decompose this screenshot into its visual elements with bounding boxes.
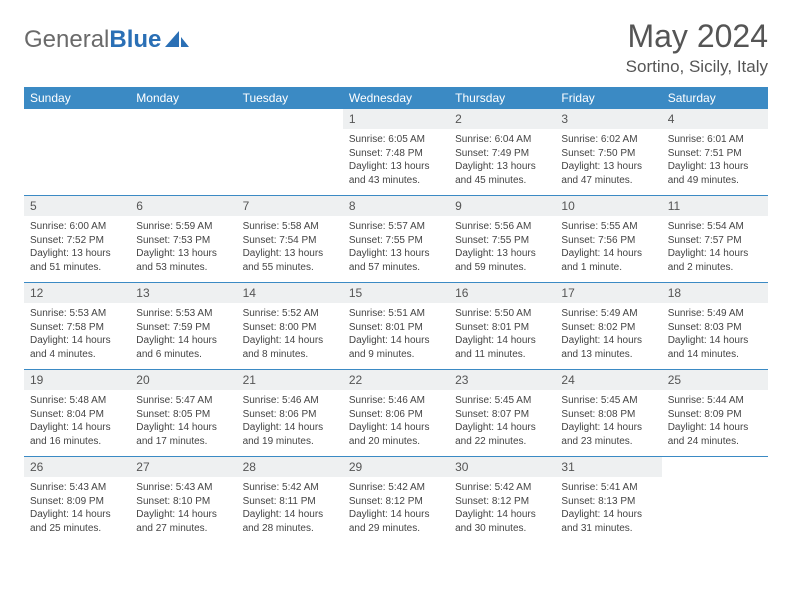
day-number-cell: 14 bbox=[237, 283, 343, 303]
calendar-table: SundayMondayTuesdayWednesdayThursdayFrid… bbox=[24, 87, 768, 543]
day-content-cell: Sunrise: 5:52 AMSunset: 8:00 PMDaylight:… bbox=[237, 303, 343, 370]
day-number-cell: 7 bbox=[237, 196, 343, 216]
day-content-cell: Sunrise: 5:49 AMSunset: 8:03 PMDaylight:… bbox=[662, 303, 768, 370]
brand-part1: General bbox=[24, 26, 109, 53]
day-header-cell: Wednesday bbox=[343, 87, 449, 109]
day-number-cell: 5 bbox=[24, 196, 130, 216]
day-number-cell: 24 bbox=[555, 370, 661, 390]
day-number-cell bbox=[24, 109, 130, 129]
day-content-cell: Sunrise: 5:46 AMSunset: 8:06 PMDaylight:… bbox=[343, 390, 449, 457]
day-number-cell: 8 bbox=[343, 196, 449, 216]
day-content-cell: Sunrise: 5:54 AMSunset: 7:57 PMDaylight:… bbox=[662, 216, 768, 283]
day-number-cell: 3 bbox=[555, 109, 661, 129]
day-header-cell: Sunday bbox=[24, 87, 130, 109]
day-number-row: 262728293031 bbox=[24, 457, 768, 477]
day-number-cell: 17 bbox=[555, 283, 661, 303]
day-content-cell: Sunrise: 5:44 AMSunset: 8:09 PMDaylight:… bbox=[662, 390, 768, 457]
day-content-cell bbox=[237, 129, 343, 196]
day-header-cell: Monday bbox=[130, 87, 236, 109]
day-number-cell: 6 bbox=[130, 196, 236, 216]
day-content-cell: Sunrise: 5:43 AMSunset: 8:09 PMDaylight:… bbox=[24, 477, 130, 543]
day-number-cell: 1 bbox=[343, 109, 449, 129]
day-number-cell: 18 bbox=[662, 283, 768, 303]
day-content-row: Sunrise: 6:00 AMSunset: 7:52 PMDaylight:… bbox=[24, 216, 768, 283]
day-content-cell: Sunrise: 5:56 AMSunset: 7:55 PMDaylight:… bbox=[449, 216, 555, 283]
day-header-cell: Friday bbox=[555, 87, 661, 109]
day-content-cell: Sunrise: 5:47 AMSunset: 8:05 PMDaylight:… bbox=[130, 390, 236, 457]
day-number-cell: 20 bbox=[130, 370, 236, 390]
day-content-cell: Sunrise: 5:43 AMSunset: 8:10 PMDaylight:… bbox=[130, 477, 236, 543]
day-number-cell bbox=[237, 109, 343, 129]
day-content-cell: Sunrise: 6:04 AMSunset: 7:49 PMDaylight:… bbox=[449, 129, 555, 196]
day-content-cell: Sunrise: 5:45 AMSunset: 8:07 PMDaylight:… bbox=[449, 390, 555, 457]
day-number-cell: 21 bbox=[237, 370, 343, 390]
sail-icon bbox=[165, 31, 189, 49]
day-content-cell: Sunrise: 5:42 AMSunset: 8:12 PMDaylight:… bbox=[343, 477, 449, 543]
day-number-cell: 27 bbox=[130, 457, 236, 477]
day-content-cell: Sunrise: 5:46 AMSunset: 8:06 PMDaylight:… bbox=[237, 390, 343, 457]
day-number-cell: 2 bbox=[449, 109, 555, 129]
calendar-page: GeneralBlue May 2024 Sortino, Sicily, It… bbox=[0, 0, 792, 561]
day-number-cell: 25 bbox=[662, 370, 768, 390]
day-content-cell: Sunrise: 5:58 AMSunset: 7:54 PMDaylight:… bbox=[237, 216, 343, 283]
day-content-row: Sunrise: 5:48 AMSunset: 8:04 PMDaylight:… bbox=[24, 390, 768, 457]
day-number-cell: 16 bbox=[449, 283, 555, 303]
day-number-cell: 22 bbox=[343, 370, 449, 390]
calendar-body: SundayMondayTuesdayWednesdayThursdayFrid… bbox=[24, 87, 768, 543]
day-content-cell bbox=[24, 129, 130, 196]
day-number-cell: 13 bbox=[130, 283, 236, 303]
day-content-cell bbox=[130, 129, 236, 196]
day-number-row: 19202122232425 bbox=[24, 370, 768, 390]
page-header: GeneralBlue May 2024 Sortino, Sicily, It… bbox=[24, 18, 768, 77]
day-content-cell: Sunrise: 5:59 AMSunset: 7:53 PMDaylight:… bbox=[130, 216, 236, 283]
day-header-cell: Thursday bbox=[449, 87, 555, 109]
day-header-cell: Saturday bbox=[662, 87, 768, 109]
day-content-cell: Sunrise: 5:45 AMSunset: 8:08 PMDaylight:… bbox=[555, 390, 661, 457]
day-number-cell: 12 bbox=[24, 283, 130, 303]
day-number-row: 567891011 bbox=[24, 196, 768, 216]
day-content-cell: Sunrise: 6:02 AMSunset: 7:50 PMDaylight:… bbox=[555, 129, 661, 196]
location-subtitle: Sortino, Sicily, Italy bbox=[626, 57, 768, 77]
brand-part2: Blue bbox=[109, 26, 161, 53]
day-content-row: Sunrise: 6:05 AMSunset: 7:48 PMDaylight:… bbox=[24, 129, 768, 196]
day-number-cell bbox=[662, 457, 768, 477]
day-content-cell: Sunrise: 5:51 AMSunset: 8:01 PMDaylight:… bbox=[343, 303, 449, 370]
day-number-cell: 30 bbox=[449, 457, 555, 477]
day-content-cell: Sunrise: 5:42 AMSunset: 8:11 PMDaylight:… bbox=[237, 477, 343, 543]
day-content-cell: Sunrise: 5:55 AMSunset: 7:56 PMDaylight:… bbox=[555, 216, 661, 283]
day-number-cell bbox=[130, 109, 236, 129]
day-number-cell: 15 bbox=[343, 283, 449, 303]
day-header-cell: Tuesday bbox=[237, 87, 343, 109]
day-number-row: 12131415161718 bbox=[24, 283, 768, 303]
title-block: May 2024 Sortino, Sicily, Italy bbox=[626, 18, 768, 77]
day-content-cell: Sunrise: 6:01 AMSunset: 7:51 PMDaylight:… bbox=[662, 129, 768, 196]
day-content-cell: Sunrise: 5:42 AMSunset: 8:12 PMDaylight:… bbox=[449, 477, 555, 543]
day-number-cell: 31 bbox=[555, 457, 661, 477]
month-title: May 2024 bbox=[626, 18, 768, 55]
day-number-cell: 23 bbox=[449, 370, 555, 390]
day-number-cell: 4 bbox=[662, 109, 768, 129]
day-number-cell: 11 bbox=[662, 196, 768, 216]
day-number-cell: 29 bbox=[343, 457, 449, 477]
day-content-cell bbox=[662, 477, 768, 543]
day-number-row: 1234 bbox=[24, 109, 768, 129]
day-content-cell: Sunrise: 6:05 AMSunset: 7:48 PMDaylight:… bbox=[343, 129, 449, 196]
day-number-cell: 28 bbox=[237, 457, 343, 477]
day-content-cell: Sunrise: 5:57 AMSunset: 7:55 PMDaylight:… bbox=[343, 216, 449, 283]
day-content-cell: Sunrise: 5:53 AMSunset: 7:59 PMDaylight:… bbox=[130, 303, 236, 370]
day-number-cell: 10 bbox=[555, 196, 661, 216]
day-content-cell: Sunrise: 6:00 AMSunset: 7:52 PMDaylight:… bbox=[24, 216, 130, 283]
brand-logo: GeneralBlue bbox=[24, 26, 189, 54]
day-number-cell: 19 bbox=[24, 370, 130, 390]
day-content-row: Sunrise: 5:53 AMSunset: 7:58 PMDaylight:… bbox=[24, 303, 768, 370]
day-content-cell: Sunrise: 5:50 AMSunset: 8:01 PMDaylight:… bbox=[449, 303, 555, 370]
day-content-cell: Sunrise: 5:48 AMSunset: 8:04 PMDaylight:… bbox=[24, 390, 130, 457]
day-content-cell: Sunrise: 5:49 AMSunset: 8:02 PMDaylight:… bbox=[555, 303, 661, 370]
day-content-row: Sunrise: 5:43 AMSunset: 8:09 PMDaylight:… bbox=[24, 477, 768, 543]
day-header-row: SundayMondayTuesdayWednesdayThursdayFrid… bbox=[24, 87, 768, 109]
day-content-cell: Sunrise: 5:41 AMSunset: 8:13 PMDaylight:… bbox=[555, 477, 661, 543]
day-number-cell: 26 bbox=[24, 457, 130, 477]
day-number-cell: 9 bbox=[449, 196, 555, 216]
day-content-cell: Sunrise: 5:53 AMSunset: 7:58 PMDaylight:… bbox=[24, 303, 130, 370]
